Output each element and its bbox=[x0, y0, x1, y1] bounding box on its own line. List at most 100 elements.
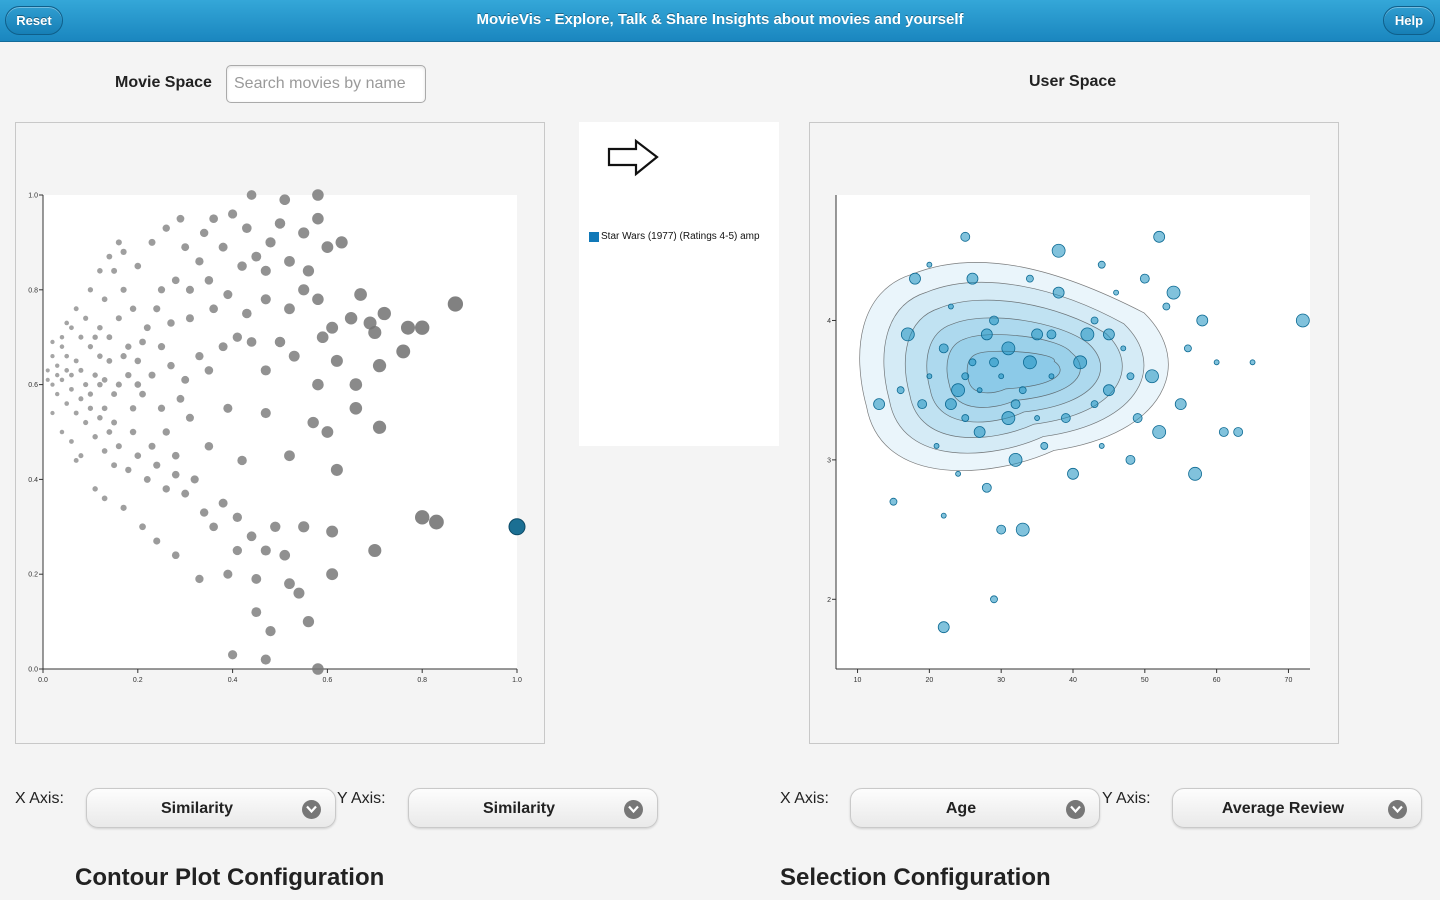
movie-point bbox=[326, 321, 339, 334]
movie-point bbox=[78, 367, 84, 373]
movie-point bbox=[171, 276, 180, 285]
movie-point bbox=[106, 357, 113, 364]
movie-point bbox=[55, 363, 60, 368]
movie-point bbox=[260, 545, 271, 556]
movie-point bbox=[377, 306, 391, 321]
movie-point bbox=[134, 262, 142, 270]
movie-point bbox=[64, 401, 70, 406]
user-space-scatter[interactable]: 10 20 30 40 50 60 70 2 3 4 bbox=[809, 122, 1339, 744]
movie-point bbox=[312, 378, 324, 391]
movie-point bbox=[50, 354, 55, 359]
movie-point bbox=[270, 521, 281, 532]
user-point bbox=[1090, 316, 1099, 325]
contour-level bbox=[859, 261, 1169, 471]
user-point bbox=[1213, 359, 1220, 366]
x-tick-label: 0.4 bbox=[228, 677, 238, 684]
movie-point bbox=[246, 190, 257, 200]
user-point bbox=[1126, 372, 1135, 381]
movie-point bbox=[312, 293, 324, 306]
movie-point bbox=[143, 475, 151, 483]
user-point bbox=[996, 524, 1007, 535]
movie-point bbox=[97, 415, 103, 421]
user-point bbox=[933, 443, 940, 449]
user-point bbox=[1103, 384, 1115, 397]
movie-space-label: Movie Space bbox=[115, 74, 212, 91]
user-point bbox=[945, 398, 957, 411]
movie-point bbox=[335, 236, 348, 249]
movie-point bbox=[190, 475, 199, 484]
reset-button[interactable]: Reset bbox=[5, 6, 63, 35]
movie-point bbox=[78, 453, 84, 459]
user-point bbox=[1001, 341, 1016, 356]
help-button[interactable]: Help bbox=[1383, 6, 1435, 35]
movie-point bbox=[284, 578, 295, 590]
user-point bbox=[1067, 467, 1079, 480]
movie-point bbox=[167, 361, 175, 370]
movie-point bbox=[92, 486, 98, 492]
movie-point bbox=[125, 466, 132, 474]
legend-item-star-wars[interactable]: Star Wars (1977) (Ratings 4-5) amp bbox=[589, 231, 760, 242]
movie-point bbox=[400, 320, 415, 335]
movie-point bbox=[363, 316, 377, 330]
movie-point bbox=[298, 284, 310, 296]
movie-point bbox=[139, 390, 146, 398]
movie-point bbox=[321, 241, 334, 254]
chevron-down-icon bbox=[1388, 800, 1407, 819]
movie-point bbox=[195, 574, 204, 584]
movie-point bbox=[260, 407, 271, 419]
movie-point bbox=[293, 587, 305, 599]
legend-swatch bbox=[589, 231, 599, 242]
movie-point bbox=[111, 462, 118, 469]
movie-point bbox=[251, 574, 262, 584]
movie-point bbox=[92, 372, 98, 378]
user-point bbox=[909, 272, 921, 285]
user-x-axis-label: X Axis: bbox=[780, 790, 829, 807]
user-point bbox=[1162, 302, 1171, 311]
arrow-right-icon[interactable] bbox=[605, 137, 665, 181]
x-tick-label: 10 bbox=[854, 677, 862, 684]
movie-point bbox=[284, 450, 295, 462]
movie-point bbox=[115, 443, 122, 450]
x-tick-label: 20 bbox=[925, 677, 933, 684]
movie-point bbox=[92, 334, 98, 340]
x-tick-label: 0.2 bbox=[133, 677, 143, 684]
movie-point bbox=[326, 525, 339, 538]
user-point bbox=[1103, 328, 1115, 341]
movie-point bbox=[312, 212, 324, 225]
selected-movie-point bbox=[508, 518, 526, 536]
movie-point bbox=[195, 352, 204, 361]
movie-x-axis-select[interactable]: Similarity bbox=[86, 788, 336, 828]
movie-point bbox=[157, 286, 166, 294]
movie-point bbox=[139, 338, 146, 346]
y-tick-label: 1.0 bbox=[28, 193, 38, 200]
movie-point bbox=[148, 442, 156, 450]
user-x-axis-select[interactable]: Age bbox=[850, 788, 1100, 828]
contour-level bbox=[905, 299, 1123, 438]
movie-y-axis-label: Y Axis: bbox=[337, 790, 386, 807]
movie-point bbox=[106, 429, 113, 435]
user-y-axis-select[interactable]: Average Review bbox=[1172, 788, 1422, 828]
movie-point bbox=[59, 429, 65, 435]
movie-point bbox=[260, 654, 271, 665]
movie-point bbox=[223, 403, 233, 413]
movie-point bbox=[288, 350, 300, 362]
movie-point bbox=[204, 441, 214, 451]
movie-point bbox=[265, 625, 276, 637]
movie-y-axis-select[interactable]: Similarity bbox=[408, 788, 658, 828]
movie-point bbox=[134, 381, 142, 388]
movie-point bbox=[199, 508, 209, 517]
x-tick-label: 60 bbox=[1213, 677, 1221, 684]
movie-point bbox=[176, 394, 185, 403]
movie-search-input[interactable] bbox=[226, 65, 426, 103]
movie-point bbox=[307, 416, 319, 429]
movie-point bbox=[228, 209, 238, 219]
movie-point bbox=[162, 428, 170, 436]
movie-point bbox=[101, 448, 108, 454]
user-point bbox=[1098, 443, 1105, 449]
movie-point bbox=[209, 214, 218, 224]
movie-point bbox=[279, 194, 291, 206]
movie-point bbox=[120, 248, 127, 255]
movie-point bbox=[115, 239, 122, 246]
movie-point bbox=[73, 410, 79, 416]
movie-space-scatter[interactable]: 0.0 0.2 0.4 0.6 0.8 1.0 0.0 0.2 0.4 0.6 0.8 1.0 bbox=[15, 122, 545, 744]
